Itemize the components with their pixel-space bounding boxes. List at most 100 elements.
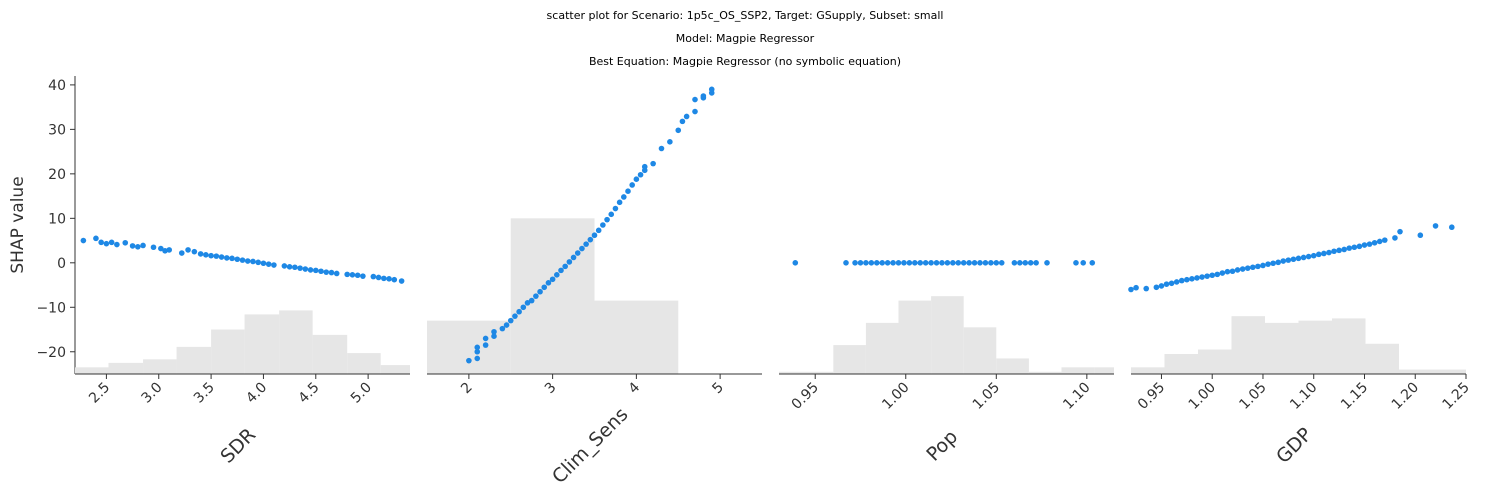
data-point: [391, 276, 398, 283]
data-point: [1033, 260, 1039, 266]
data-point: [255, 259, 262, 266]
data-point: [129, 243, 136, 249]
data-point: [297, 265, 303, 271]
data-point: [998, 260, 1005, 266]
data-point: [503, 322, 510, 328]
data-point: [203, 252, 209, 258]
data-point: [554, 272, 560, 278]
data-point: [537, 288, 543, 295]
data-point: [1295, 255, 1302, 262]
y-axis: 40 30 20 10 0 −10 −20: [36, 76, 76, 374]
data-point: [1448, 224, 1455, 231]
histogram-bar: [380, 365, 410, 374]
data-point: [1341, 246, 1347, 253]
data-point: [587, 236, 594, 243]
x-tick-label: 1.10: [1060, 380, 1093, 413]
x-tick-label: 5: [709, 380, 727, 398]
data-point: [843, 260, 849, 266]
data-point: [1270, 260, 1276, 267]
data-point: [570, 254, 577, 261]
data-point: [162, 247, 168, 254]
histogram-bar: [931, 296, 964, 374]
data-point: [960, 260, 967, 266]
y-tick-label: 20: [48, 167, 66, 183]
data-point: [1371, 239, 1378, 246]
data-point: [520, 304, 527, 311]
x-axis-label: GDP: [1272, 424, 1316, 468]
x-tick-label: 1.15: [1338, 380, 1371, 413]
data-point: [1316, 251, 1322, 258]
x-tick-label: 1.05: [1236, 380, 1269, 413]
data-point: [197, 251, 204, 257]
data-point: [482, 335, 489, 342]
histogram-bar: [244, 314, 280, 374]
data-point: [1356, 243, 1363, 250]
histogram-bar: [865, 322, 899, 374]
y-tick-label: 0: [57, 256, 66, 272]
data-point: [574, 250, 581, 256]
data-point: [604, 216, 610, 223]
data-point: [512, 313, 518, 319]
x-tick-label: 0.95: [789, 380, 822, 413]
data-point: [928, 260, 934, 266]
data-point: [344, 271, 350, 278]
histogram-bar: [1399, 369, 1466, 374]
data-point: [1305, 253, 1312, 260]
histogram-bar: [1198, 349, 1232, 374]
data-point: [328, 269, 335, 276]
histogram-bar: [1332, 318, 1366, 374]
x-tick-label: 1.20: [1389, 380, 1422, 413]
data-point: [250, 258, 256, 265]
x-tick-label: 3: [542, 380, 560, 398]
data-point: [1219, 270, 1226, 276]
data-point: [1224, 268, 1231, 275]
data-point: [1275, 259, 1281, 266]
data-point: [700, 93, 707, 99]
data-point: [292, 264, 298, 271]
data-point: [608, 211, 615, 218]
data-point: [312, 267, 319, 274]
x-axis-label: Clim_Sens: [548, 403, 633, 488]
data-point: [683, 113, 690, 120]
data-point: [1346, 245, 1353, 251]
panel-gdp: 0.95 1.00 1.05 1.10 1.15 1.20 1.25 GDP: [1128, 223, 1473, 468]
chart-title-line-2: Model: Magpie Regressor: [675, 32, 815, 45]
data-point: [545, 280, 552, 286]
data-point: [1351, 244, 1358, 251]
data-point: [939, 260, 945, 266]
x-tick-label: 4.0: [243, 380, 270, 407]
data-point: [1229, 268, 1236, 275]
data-point: [318, 268, 324, 275]
data-point: [482, 342, 489, 348]
data-point: [260, 260, 267, 267]
data-point: [955, 260, 962, 266]
data-point: [629, 182, 635, 188]
data-point: [1290, 256, 1297, 263]
data-point: [333, 270, 340, 277]
data-point: [1361, 242, 1368, 248]
data-point: [386, 276, 392, 282]
data-point: [637, 171, 644, 178]
chart-title-line-3: Best Equation: Magpie Regressor (no symb…: [588, 55, 902, 68]
histogram-bar: [1164, 353, 1198, 374]
data-point: [1255, 263, 1261, 270]
histogram-bar: [1265, 322, 1299, 374]
data-point: [1163, 281, 1170, 287]
data-point: [1143, 285, 1150, 292]
data-point: [1017, 260, 1023, 266]
data-point: [621, 194, 627, 200]
histogram-bar: [176, 346, 212, 374]
data-point: [1234, 267, 1241, 273]
data-point: [375, 274, 382, 281]
panel-sdr: 2.5 3.0 3.5 4.0 4.5 5.0 SDR: [75, 235, 410, 468]
data-point: [474, 344, 481, 351]
data-point: [1204, 273, 1210, 279]
data-point: [98, 239, 104, 246]
y-tick-label: −10: [36, 300, 66, 316]
data-point: [234, 256, 241, 263]
data-point: [1417, 232, 1424, 239]
data-point: [166, 247, 173, 253]
data-point: [1310, 252, 1317, 259]
data-point: [244, 258, 251, 264]
